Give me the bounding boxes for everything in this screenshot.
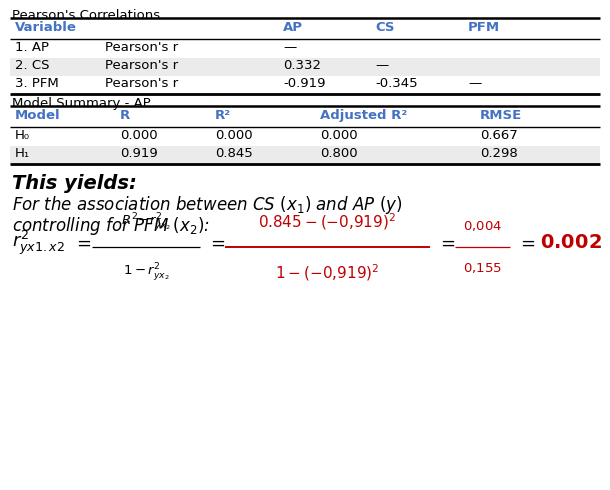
Text: $=$: $=$	[207, 234, 226, 252]
Text: controlling for $\it{PFM}$ $\it{(x_2)}$:: controlling for $\it{PFM}$ $\it{(x_2)}$:	[12, 215, 210, 237]
Text: $r^2_{yx1.x2}$: $r^2_{yx1.x2}$	[12, 229, 65, 257]
Text: 0.000: 0.000	[120, 129, 157, 142]
Bar	[10, 40, 600, 58]
Bar	[10, 76, 600, 94]
Text: PFM: PFM	[468, 21, 500, 34]
Text: R²: R²	[215, 109, 231, 122]
Text: $0{,}155$: $0{,}155$	[463, 261, 502, 275]
Text: $=$: $=$	[437, 234, 456, 252]
Text: $R^2\!-\!r^2_{yx_2}$: $R^2\!-\!r^2_{yx_2}$	[121, 211, 171, 233]
Text: Model: Model	[15, 109, 60, 122]
Text: CS: CS	[375, 21, 395, 34]
Text: Variable: Variable	[15, 21, 77, 34]
Text: $0.845-(-0{,}919)^2$: $0.845-(-0{,}919)^2$	[259, 211, 396, 232]
Text: RMSE: RMSE	[480, 109, 522, 122]
Text: 0.298: 0.298	[480, 147, 518, 160]
Text: Pearson's r: Pearson's r	[105, 59, 178, 72]
Bar	[10, 128, 600, 146]
Text: $=$: $=$	[73, 234, 92, 252]
Text: This yields:: This yields:	[12, 174, 137, 193]
Text: $\mathbf{0.002}$: $\mathbf{0.002}$	[540, 234, 602, 252]
Text: 0.845: 0.845	[215, 147, 253, 160]
Text: AP: AP	[283, 21, 303, 34]
Text: 2. CS: 2. CS	[15, 59, 49, 72]
Text: —: —	[375, 59, 388, 72]
Text: $=$: $=$	[517, 234, 536, 252]
Bar	[10, 146, 600, 164]
Text: Adjusted R²: Adjusted R²	[320, 109, 407, 122]
Text: H₀: H₀	[15, 129, 30, 142]
Text: $0{,}004$: $0{,}004$	[463, 219, 502, 233]
Bar	[10, 18, 600, 38]
Bar	[10, 106, 600, 126]
Text: —: —	[468, 77, 481, 90]
Text: 0.332: 0.332	[283, 59, 321, 72]
Text: 0.919: 0.919	[120, 147, 158, 160]
Text: Model Summary - AP: Model Summary - AP	[12, 97, 151, 110]
Text: —: —	[283, 41, 296, 54]
Text: 0.000: 0.000	[215, 129, 253, 142]
Text: $1-r^2_{yx_2}$: $1-r^2_{yx_2}$	[123, 261, 170, 283]
Text: 0.800: 0.800	[320, 147, 357, 160]
Text: H₁: H₁	[15, 147, 30, 160]
Text: -0.345: -0.345	[375, 77, 418, 90]
Text: R: R	[120, 109, 131, 122]
Text: For the association between $\it{CS}$ $\it{(x_1)}$ and $\it{AP}$ $\it{(y)}$: For the association between $\it{CS}$ $\…	[12, 194, 403, 216]
Text: Pearson's r: Pearson's r	[105, 41, 178, 54]
Bar	[10, 58, 600, 76]
Text: $1-(-0{,}919)^2$: $1-(-0{,}919)^2$	[275, 262, 380, 283]
Text: 0.667: 0.667	[480, 129, 518, 142]
Text: 0.000: 0.000	[320, 129, 357, 142]
Text: 1. AP: 1. AP	[15, 41, 49, 54]
Text: Pearson's Correlations: Pearson's Correlations	[12, 9, 160, 22]
Text: -0.919: -0.919	[283, 77, 326, 90]
Text: Pearson's r: Pearson's r	[105, 77, 178, 90]
Text: 3. PFM: 3. PFM	[15, 77, 59, 90]
